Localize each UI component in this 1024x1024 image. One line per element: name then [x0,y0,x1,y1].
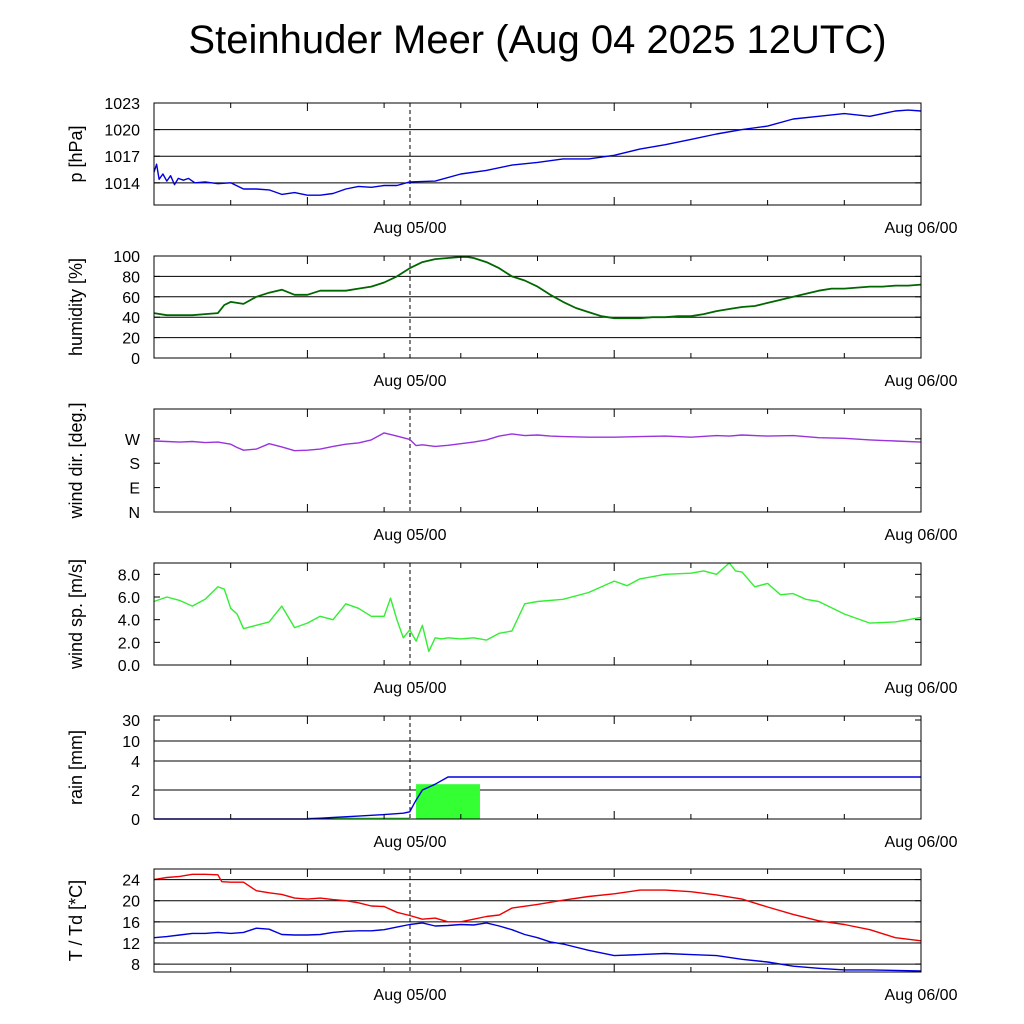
y-tick-label: 0 [131,812,140,829]
plot-frame [153,408,922,513]
y-axis-title: rain [mm] [66,730,86,805]
x-tick-label: Aug 06/00 [885,373,958,390]
panel-humidity: 0 20 40 60 80 100 Aug 05/00 Aug 06/00 humidity [… [66,249,958,390]
y-tick-label: 1014 [104,176,140,193]
panel-temperature_dewpoint: 8 12 16 20 24 Aug 05/00 Aug 06/00 T / Td [*C] [66,868,958,1004]
y-tick-label: 100 [113,249,140,266]
y-tick-label: 1023 [104,96,140,113]
x-tick-label: Aug 05/00 [374,220,447,237]
y-axis-title: T / Td [*C] [66,880,86,961]
series-line-wind_dir [153,432,922,452]
y-tick-label: 40 [122,310,140,327]
plot-frame [153,868,922,973]
y-tick-label: 2.0 [118,635,140,652]
plot-frame [153,255,922,359]
series-line-pressure [153,109,922,196]
series-line-dewpoint [153,922,922,972]
y-tick-label: 12 [122,936,140,953]
y-tick-label: 16 [122,915,140,932]
y-tick-label: 80 [122,269,140,286]
x-tick-label: Aug 06/00 [885,680,958,697]
panel-rain: 0 2 4 10 30 Aug 05/00 Aug 06/00 rain [mm] [66,713,958,851]
y-axis-title: wind sp. [m/s] [66,559,86,670]
panel-pressure: 1014 1017 1020 1023 Aug 05/00 Aug 06/00 p [hPa… [66,96,958,237]
y-tick-label: 60 [122,290,140,307]
y-tick-label: 6.0 [118,590,140,607]
y-tick-label: 8 [131,957,140,974]
y-tick-label: 1020 [104,123,140,140]
y-tick-label: W [125,432,141,449]
y-tick-label: S [129,456,140,473]
y-tick-label: 10 [122,734,140,751]
y-tick-label: 8.0 [118,567,140,584]
x-tick-label: Aug 06/00 [885,220,958,237]
y-tick-label: 24 [122,873,140,890]
series-line-humidity [153,256,922,320]
y-tick-label: 1017 [104,149,140,166]
series-line-wind_speed [153,562,922,653]
series-line-rain_accum [154,776,921,820]
y-tick-label: 4.0 [118,613,140,630]
x-tick-label: Aug 05/00 [374,680,447,697]
panel-wind_speed: 0.0 2.0 4.0 6.0 8.0 Aug 05/00 Aug 06/00 wind sp… [66,559,958,697]
series-line-temperature [153,873,922,942]
rain-bar [416,784,480,819]
y-tick-label: 0 [131,351,140,368]
y-tick-label: 20 [122,331,140,348]
x-tick-label: Aug 06/00 [885,987,958,1004]
rain-bar [307,817,410,819]
y-tick-label: 4 [131,754,140,771]
x-tick-label: Aug 05/00 [374,373,447,390]
x-tick-label: Aug 05/00 [374,834,447,851]
x-tick-label: Aug 05/00 [374,527,447,544]
plot-frame [153,715,922,820]
x-tick-label: Aug 06/00 [885,527,958,544]
y-tick-label: 0.0 [118,658,140,675]
y-axis-title: humidity [%] [66,258,86,356]
x-tick-label: Aug 05/00 [374,987,447,1004]
y-tick-label: E [129,481,140,498]
y-tick-label: 30 [122,713,140,730]
x-tick-label: Aug 06/00 [885,834,958,851]
plot-frame [153,562,922,666]
chart-title: Steinhuder Meer (Aug 04 2025 12UTC) [188,18,887,62]
y-axis-title: p [hPa] [66,125,86,182]
y-tick-label: 2 [131,783,140,800]
y-tick-label: 20 [122,894,140,911]
y-tick-label: N [128,505,140,522]
y-axis-title: wind dir. [deg.] [66,402,86,519]
